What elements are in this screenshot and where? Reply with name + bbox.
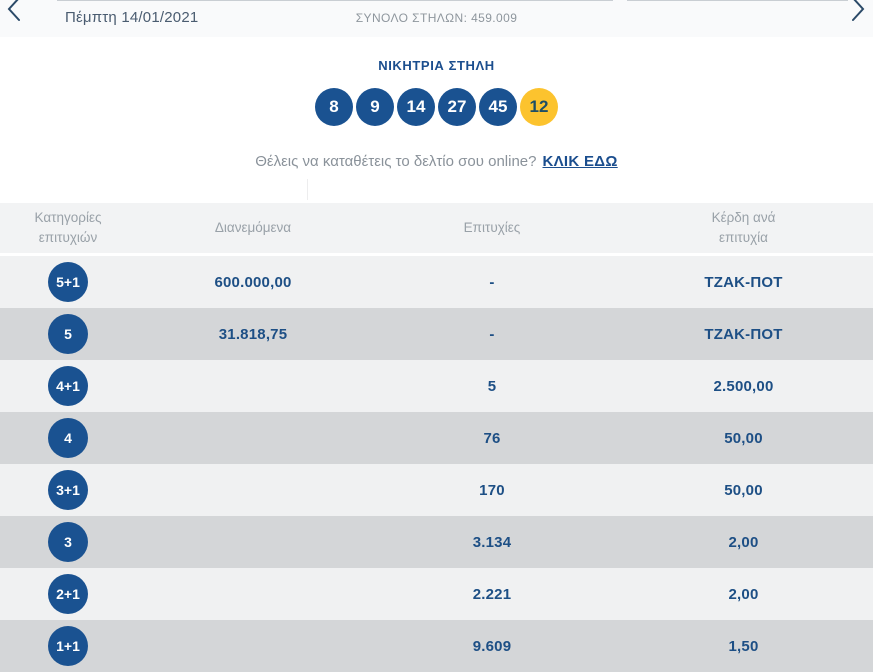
category-cell: 3+1 xyxy=(0,464,136,516)
category-cell: 5 xyxy=(0,308,136,360)
category-cell: 1+1 xyxy=(0,620,136,672)
prize-cell: 2,00 xyxy=(728,533,759,551)
category-badge: 3 xyxy=(48,522,88,562)
category-badge: 3+1 xyxy=(48,470,88,510)
category-cell: 4 xyxy=(0,412,136,464)
category-badge: 4+1 xyxy=(48,366,88,406)
prize-table-header: Κατηγορίες επιτυχιών Διανεμόμενα Επιτυχί… xyxy=(0,203,873,253)
winners-cell: 5 xyxy=(487,377,497,395)
table-row: 5+1 600.000,00 - ΤΖΑΚ-ΠΟΤ xyxy=(0,256,873,308)
table-row: 1+1 9.609 1,50 xyxy=(0,620,873,672)
next-draw-tab-border xyxy=(627,0,848,1)
winners-cell: 9.609 xyxy=(472,637,512,655)
category-cell: 4+1 xyxy=(0,360,136,412)
distributed-cell xyxy=(136,620,370,672)
joker-number: 12 xyxy=(520,88,558,126)
current-draw-tab-border xyxy=(57,0,613,1)
table-row: 5 31.818,75 - ΤΖΑΚ-ΠΟΤ xyxy=(0,308,873,360)
category-badge: 5 xyxy=(48,314,88,354)
distributed-cell xyxy=(136,464,370,516)
prize-cell: 50,00 xyxy=(724,429,763,447)
category-cell: 2+1 xyxy=(0,568,136,620)
winning-number: 45 xyxy=(479,88,517,126)
winning-number: 27 xyxy=(438,88,476,126)
table-row: 2+1 2.221 2,00 xyxy=(0,568,873,620)
category-badge: 5+1 xyxy=(48,262,88,302)
winning-column-title: ΝΙΚΗΤΡΙΑ ΣΤΗΛΗ xyxy=(378,58,495,73)
header-prize: Κέρδη ανά επιτυχία xyxy=(711,209,776,245)
click-here-link[interactable]: ΚΛΙΚ ΕΔΩ xyxy=(542,153,618,170)
winners-cell: 76 xyxy=(483,429,501,447)
table-row: 4 76 50,00 xyxy=(0,412,873,464)
online-cta: Θέλεις να καταθέτεις το δελτίο σου onlin… xyxy=(0,153,873,170)
table-gap xyxy=(0,253,873,256)
distributed-cell: 31.818,75 xyxy=(218,325,288,343)
winners-cell: - xyxy=(489,325,495,343)
prize-cell: 2.500,00 xyxy=(713,377,774,395)
winning-numbers: 8 9 14 27 45 12 xyxy=(0,88,873,126)
draw-navigation-bar: Πέμπτη 14/01/2021 ΣΥΝΟΛΟ ΣΤΗΛΩΝ: 459.009 xyxy=(0,0,873,37)
winning-number: 9 xyxy=(356,88,394,126)
prize-table: Κατηγορίες επιτυχιών Διανεμόμενα Επιτυχί… xyxy=(0,203,873,672)
winners-cell: 170 xyxy=(479,481,505,499)
prize-table-body: 5+1 600.000,00 - ΤΖΑΚ-ΠΟΤ 5 31.818,75 - ΤΖΑΚ-ΠΟ… xyxy=(0,256,873,672)
distributed-cell: 600.000,00 xyxy=(214,273,292,291)
distributed-cell xyxy=(136,568,370,620)
winners-cell: 3.134 xyxy=(472,533,512,551)
prize-cell: ΤΖΑΚ-ΠΟΤ xyxy=(704,273,783,291)
online-cta-text: Θέλεις να καταθέτεις το δελτίο σου onlin… xyxy=(255,153,537,170)
chevron-left-icon xyxy=(6,0,22,25)
winners-cell: 2.221 xyxy=(472,585,512,603)
category-badge: 1+1 xyxy=(48,626,88,666)
winners-cell: - xyxy=(489,273,495,291)
distributed-cell xyxy=(136,516,370,568)
draw-date: Πέμπτη 14/01/2021 xyxy=(65,9,199,26)
header-categories: Κατηγορίες επιτυχιών xyxy=(34,209,102,245)
distributed-cell xyxy=(136,412,370,464)
prize-cell: 1,50 xyxy=(728,637,759,655)
next-draw-button[interactable] xyxy=(850,0,866,22)
winning-number: 14 xyxy=(397,88,435,126)
header-winners: Επιτυχίες xyxy=(463,219,521,235)
header-distributed: Διανεμόμενα xyxy=(214,219,292,235)
previous-draw-button[interactable] xyxy=(6,0,22,22)
faint-divider xyxy=(307,179,308,200)
table-row: 3 3.134 2,00 xyxy=(0,516,873,568)
distributed-cell xyxy=(136,360,370,412)
category-cell: 5+1 xyxy=(0,256,136,308)
category-badge: 2+1 xyxy=(48,574,88,614)
chevron-right-icon xyxy=(850,0,866,25)
table-row: 3+1 170 50,00 xyxy=(0,464,873,516)
total-columns-label: ΣΥΝΟΛΟ ΣΤΗΛΩΝ: 459.009 xyxy=(355,11,518,25)
prize-cell: 2,00 xyxy=(728,585,759,603)
category-cell: 3 xyxy=(0,516,136,568)
category-badge: 4 xyxy=(48,418,88,458)
prize-cell: ΤΖΑΚ-ΠΟΤ xyxy=(704,325,783,343)
table-row: 4+1 5 2.500,00 xyxy=(0,360,873,412)
winning-number: 8 xyxy=(315,88,353,126)
prize-cell: 50,00 xyxy=(724,481,763,499)
